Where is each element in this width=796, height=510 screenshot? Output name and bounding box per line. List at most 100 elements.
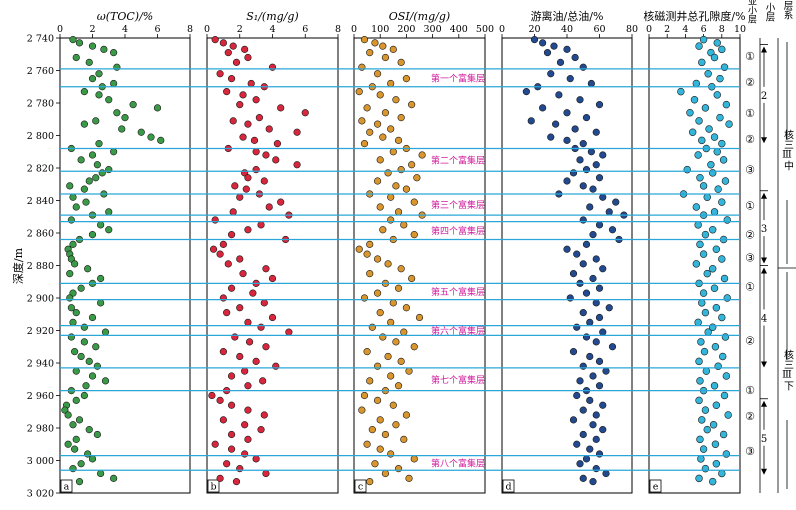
data-point — [223, 309, 231, 317]
data-point — [77, 460, 85, 468]
data-point — [260, 299, 268, 307]
data-point — [701, 464, 710, 473]
data-point — [216, 70, 224, 78]
data-point — [695, 474, 703, 483]
data-point — [381, 53, 390, 62]
data-point — [579, 260, 587, 268]
panel-title: S₁/(mg/g) — [246, 10, 298, 23]
data-point — [229, 42, 237, 50]
y-tick-label: 2 780 — [27, 99, 54, 110]
sub-layer-label: ① — [745, 281, 755, 294]
data-point — [579, 63, 587, 71]
minor-layer-label: 4 — [761, 314, 767, 325]
data-point — [586, 396, 594, 404]
data-point — [415, 313, 424, 322]
data-point — [376, 416, 384, 424]
data-point — [696, 435, 704, 444]
data-point — [576, 377, 584, 385]
data-point — [232, 478, 241, 486]
y-tick-label: 2 920 — [27, 326, 54, 337]
data-point — [301, 109, 309, 117]
data-point — [229, 208, 237, 216]
data-point — [69, 421, 77, 429]
y-tick-label: 2 900 — [27, 294, 54, 305]
data-point — [599, 401, 607, 409]
data-point — [714, 185, 722, 193]
y-tick-label: 2 880 — [27, 261, 54, 272]
data-point — [699, 182, 708, 190]
data-point — [530, 36, 539, 44]
panel-frame — [501, 37, 633, 494]
data-point — [569, 169, 578, 177]
data-point — [695, 396, 703, 405]
y-axis-label: 深度/m — [11, 247, 25, 284]
panel-title: 核磁测井总孔隙度/% — [643, 9, 745, 23]
data-point — [88, 151, 97, 159]
data-point — [703, 193, 711, 201]
data-point — [72, 203, 80, 211]
data-point — [718, 469, 726, 478]
data-point — [599, 193, 607, 201]
data-point — [392, 182, 400, 190]
data-point — [113, 63, 121, 71]
data-point — [272, 156, 280, 164]
data-point — [69, 193, 77, 201]
data-point — [605, 304, 613, 312]
data-point — [368, 323, 376, 331]
data-point — [566, 75, 574, 83]
data-point — [64, 411, 72, 419]
arrow-up-icon — [761, 192, 767, 199]
data-point — [592, 435, 600, 443]
data-point — [589, 478, 597, 486]
data-point — [153, 104, 162, 112]
data-point — [379, 133, 387, 141]
y-tick-label: 2 980 — [27, 424, 54, 435]
data-point — [724, 411, 732, 419]
data-point — [373, 70, 382, 78]
data-point — [683, 165, 691, 174]
data-point — [262, 265, 270, 273]
data-point — [712, 401, 721, 409]
data-point — [227, 401, 236, 409]
data-point — [589, 421, 597, 429]
enrichment-layer-label: 第四个富集层 — [431, 225, 485, 237]
panel-c: OSI/(mg/g) 0 100 200 300 400 500 c — [351, 10, 494, 494]
data-point — [97, 274, 105, 283]
data-point — [592, 128, 600, 136]
enrichment-layer-label: 第三个富集层 — [431, 199, 485, 211]
data-point — [265, 125, 273, 133]
x-tick-label: 40 — [561, 24, 573, 35]
data-point — [582, 166, 591, 174]
x-tick-label: 2 — [664, 24, 670, 35]
data-point — [397, 357, 405, 365]
sub-layer-label: ③ — [745, 164, 755, 177]
data-point — [239, 133, 247, 141]
data-point — [277, 104, 285, 112]
data-point — [355, 88, 363, 96]
system-label-upper: 核三Ⅲ中 — [781, 128, 793, 171]
data-point — [371, 39, 379, 47]
data-point — [595, 382, 604, 390]
data-point — [579, 216, 587, 224]
panels: ω(TOC)/% 0 2 4 6 8 a S₁/(mg/g) 0 2 4 6 8 b OSI/(mg/g) 0… — [57, 9, 746, 494]
data-point — [69, 318, 77, 326]
data-point — [236, 101, 244, 109]
x-tick-label: 60 — [593, 24, 605, 35]
sub-layer-label: ① — [745, 199, 755, 212]
data-point — [252, 96, 260, 104]
data-point — [576, 156, 584, 164]
data-point — [599, 328, 607, 336]
x-tick-label: 4 — [122, 24, 128, 35]
panel-frame — [59, 37, 191, 494]
data-point — [379, 226, 387, 234]
sub-layer-label: ① — [745, 384, 755, 397]
data-point — [602, 469, 610, 478]
data-point — [589, 274, 597, 283]
series-d — [522, 36, 628, 486]
data-point — [285, 328, 293, 336]
enrichment-layer-label: 第一个富集层 — [431, 72, 485, 84]
data-point — [241, 450, 249, 458]
data-point — [72, 367, 80, 375]
